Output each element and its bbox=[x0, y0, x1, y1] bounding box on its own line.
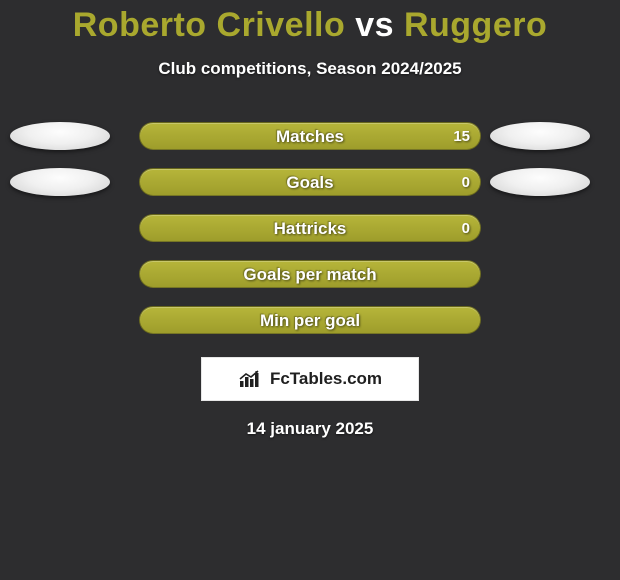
h2h-chart: Matches15 Goals0 Hattricks0 Goals per match… bbox=[0, 113, 620, 343]
player2-name: Ruggero bbox=[404, 6, 547, 44]
stat-bar: Goals0 bbox=[139, 168, 481, 196]
snapshot-date: 14 january 2025 bbox=[0, 419, 620, 439]
player1-photo-placeholder bbox=[10, 122, 110, 150]
stat-bar-fill-right bbox=[139, 123, 480, 149]
stat-row: Goals per match bbox=[0, 251, 620, 297]
stat-bar-fill-right bbox=[139, 215, 480, 241]
player1-name: Roberto Crivello bbox=[73, 6, 345, 44]
stat-bar: Goals per match bbox=[139, 260, 481, 288]
stat-row: Hattricks0 bbox=[0, 205, 620, 251]
stat-row: Goals0 bbox=[0, 159, 620, 205]
branding-text: FcTables.com bbox=[270, 369, 382, 389]
title-vs: vs bbox=[355, 6, 394, 44]
player2-photo-placeholder bbox=[490, 122, 590, 150]
stat-row: Min per goal bbox=[0, 297, 620, 343]
stat-bar: Matches15 bbox=[139, 122, 481, 150]
branding-box: FcTables.com bbox=[201, 357, 419, 401]
stat-value-right: 0 bbox=[462, 215, 470, 242]
stat-bar: Min per goal bbox=[139, 306, 481, 334]
player2-photo-placeholder bbox=[490, 168, 590, 196]
stat-value-right: 0 bbox=[462, 169, 470, 196]
subtitle: Club competitions, Season 2024/2025 bbox=[0, 59, 620, 79]
comparison-title: Roberto Crivello vs Ruggero bbox=[0, 0, 620, 45]
player1-photo-placeholder bbox=[10, 168, 110, 196]
stat-value-right: 15 bbox=[453, 123, 470, 150]
stat-bar: Hattricks0 bbox=[139, 214, 481, 242]
bar-chart-icon bbox=[238, 369, 264, 389]
stat-bar-fill-right bbox=[139, 261, 480, 287]
stat-row: Matches15 bbox=[0, 113, 620, 159]
stat-bar-fill-right bbox=[139, 169, 480, 195]
stat-bar-fill-right bbox=[139, 307, 480, 333]
